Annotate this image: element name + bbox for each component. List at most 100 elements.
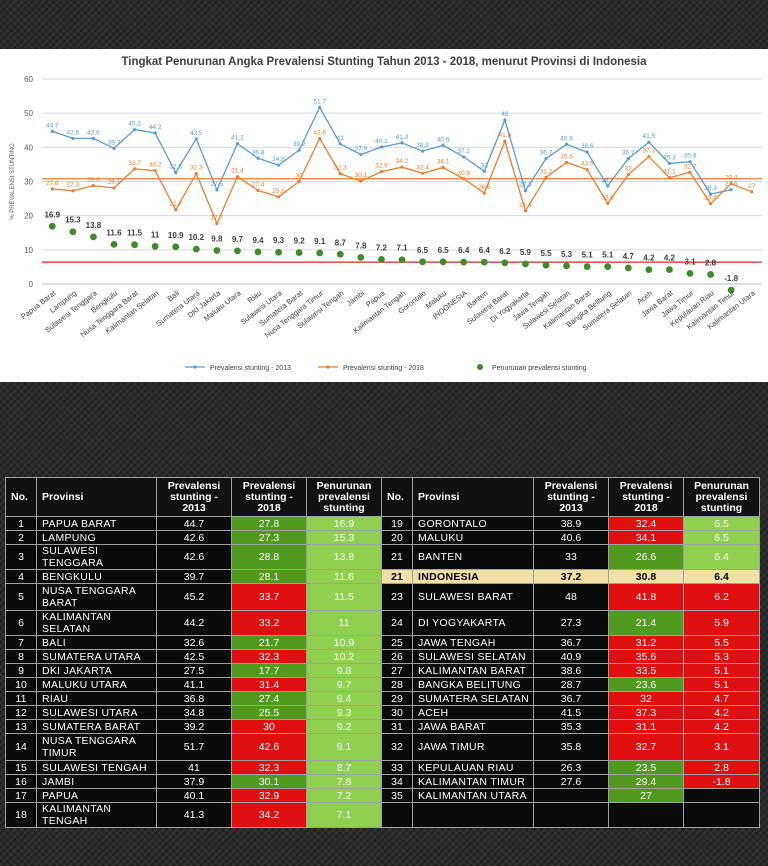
data-label: 28.1 bbox=[108, 179, 121, 186]
table-row: 13 SUMATERA BARAT 39.2 30 9.2 31 JAWA BARAT 35.… bbox=[5, 719, 760, 734]
header-text: Prevalensi bbox=[544, 479, 598, 492]
data-point bbox=[153, 168, 157, 173]
province-name: INDONESIA bbox=[412, 569, 534, 584]
header-penurunan: Penurunan prevalensi stunting bbox=[306, 477, 382, 517]
data-label: -1.8 bbox=[724, 274, 738, 283]
data-label: 41.8 bbox=[499, 132, 512, 139]
data-point bbox=[626, 157, 630, 161]
data-label: 34.1 bbox=[437, 158, 450, 165]
province-name: DKI JAKARTA bbox=[36, 663, 157, 678]
value-penurunan: 4.2 bbox=[683, 705, 760, 720]
row-number: 31 bbox=[381, 719, 413, 734]
value-2018: 28.1 bbox=[231, 569, 307, 584]
data-point bbox=[667, 161, 672, 165]
value-2018: 25.5 bbox=[231, 705, 307, 720]
stunting-line-chart: Tingkat Penurunan Angka Prevalensi Stunt… bbox=[10, 56, 762, 372]
table-row: 12 SULAWESI UTARA 34.8 25.5 9.3 30 ACEH 41.5 37.… bbox=[5, 705, 760, 720]
province-name: GORONTALO bbox=[412, 516, 534, 531]
data-label: 3.1 bbox=[684, 257, 696, 266]
data-label: 15.3 bbox=[65, 216, 81, 225]
data-label: 7.2 bbox=[376, 243, 388, 252]
value-2013: 40.1 bbox=[156, 788, 232, 803]
value-penurunan: 6.2 bbox=[683, 583, 760, 611]
value-2018: 27 bbox=[608, 788, 684, 803]
data-point bbox=[707, 271, 714, 278]
province-name: BANGKA BELITUNG bbox=[412, 677, 534, 692]
data-point bbox=[316, 249, 324, 257]
data-label: 51.7 bbox=[313, 98, 326, 105]
data-label: 32.3 bbox=[334, 165, 347, 172]
data-point bbox=[604, 263, 612, 270]
row-number: 34 bbox=[381, 774, 413, 789]
value-2013: 34.8 bbox=[156, 705, 232, 720]
value-2013: 39.2 bbox=[156, 719, 232, 734]
data-label: 5.1 bbox=[582, 251, 594, 260]
data-label: 9.1 bbox=[314, 237, 326, 246]
data-point bbox=[153, 131, 157, 135]
province-name: KALIMANTAN BARAT bbox=[412, 663, 534, 678]
row-number: 6 bbox=[5, 610, 37, 636]
header-text: 2013 bbox=[182, 501, 206, 514]
value-2013 bbox=[533, 788, 609, 803]
value-penurunan: 5.3 bbox=[683, 649, 760, 664]
value-2018: 21.4 bbox=[608, 610, 684, 636]
data-label: 45.2 bbox=[128, 121, 141, 128]
value-2013: 36.8 bbox=[156, 691, 232, 706]
value-penurunan: 10.2 bbox=[306, 649, 382, 664]
table-row: 2 LAMPUNG 42.6 27.3 15.3 20 MALUKU 40.6 34.1 6.5 bbox=[5, 530, 760, 545]
data-label: 32.7 bbox=[684, 163, 697, 170]
province-name: DI YOGYAKARTA bbox=[412, 610, 534, 636]
header-text: prevalensi bbox=[318, 490, 370, 503]
data-point bbox=[501, 259, 509, 267]
value-penurunan: 5.1 bbox=[683, 663, 760, 678]
data-label: 29.4 bbox=[725, 175, 738, 182]
data-point bbox=[439, 258, 447, 266]
data-point bbox=[419, 258, 426, 266]
header-text: Prevalensi bbox=[619, 479, 673, 492]
data-label: 42.6 bbox=[67, 129, 80, 136]
province-name: KALIMANTAN SELATAN bbox=[36, 610, 157, 636]
value-2018: 27.4 bbox=[231, 691, 307, 706]
data-label: 4.7 bbox=[623, 252, 635, 261]
value-2018: 27.8 bbox=[231, 516, 307, 531]
value-2013: 48 bbox=[533, 583, 609, 611]
table-row: 11 RIAU 36.8 27.4 9.4 29 SUMATERA SELATAN 36.7 3… bbox=[5, 691, 760, 706]
data-point bbox=[378, 256, 385, 263]
data-label: 41.3 bbox=[396, 134, 409, 141]
data-label: 6.2 bbox=[499, 247, 511, 256]
value-2018: 33.7 bbox=[231, 583, 307, 611]
value-penurunan: 5.1 bbox=[683, 677, 760, 692]
data-label: 9.4 bbox=[252, 236, 264, 245]
data-label: 36.7 bbox=[540, 150, 553, 157]
value-penurunan: 6.5 bbox=[683, 516, 760, 531]
data-label: 6.4 bbox=[458, 246, 470, 255]
value-2018: 32.7 bbox=[608, 733, 684, 761]
province-name: KALIMANTAN TENGAH bbox=[36, 802, 157, 828]
legend-swatch-marker bbox=[326, 365, 330, 369]
data-point bbox=[379, 145, 384, 149]
value-penurunan: 4.7 bbox=[683, 691, 760, 706]
data-label: 36.7 bbox=[622, 150, 635, 157]
data-point bbox=[420, 149, 425, 153]
data-point bbox=[276, 195, 281, 199]
data-point bbox=[523, 189, 528, 193]
value-2013: 26.3 bbox=[533, 760, 609, 775]
data-point bbox=[172, 243, 180, 251]
header-text: stunting bbox=[323, 501, 365, 514]
row-number: 5 bbox=[5, 583, 37, 611]
data-label: 21.4 bbox=[519, 202, 532, 209]
header-penurunan: Penurunan prevalensi stunting bbox=[683, 477, 760, 517]
data-point bbox=[91, 184, 96, 188]
value-2018: 21.7 bbox=[231, 635, 307, 650]
row-number: 12 bbox=[5, 705, 37, 720]
value-penurunan: 5.9 bbox=[683, 610, 760, 636]
header-provinsi: Provinsi bbox=[36, 477, 157, 517]
header-text: stunting - bbox=[245, 490, 293, 503]
y-tick-label: 30 bbox=[24, 178, 33, 187]
value-2018: 33.2 bbox=[231, 610, 307, 636]
data-label: 9.3 bbox=[273, 236, 285, 245]
row-number: 29 bbox=[381, 691, 413, 706]
value-2013: 41 bbox=[156, 760, 232, 775]
data-point bbox=[50, 129, 54, 133]
value-2018: 33.5 bbox=[608, 663, 684, 678]
